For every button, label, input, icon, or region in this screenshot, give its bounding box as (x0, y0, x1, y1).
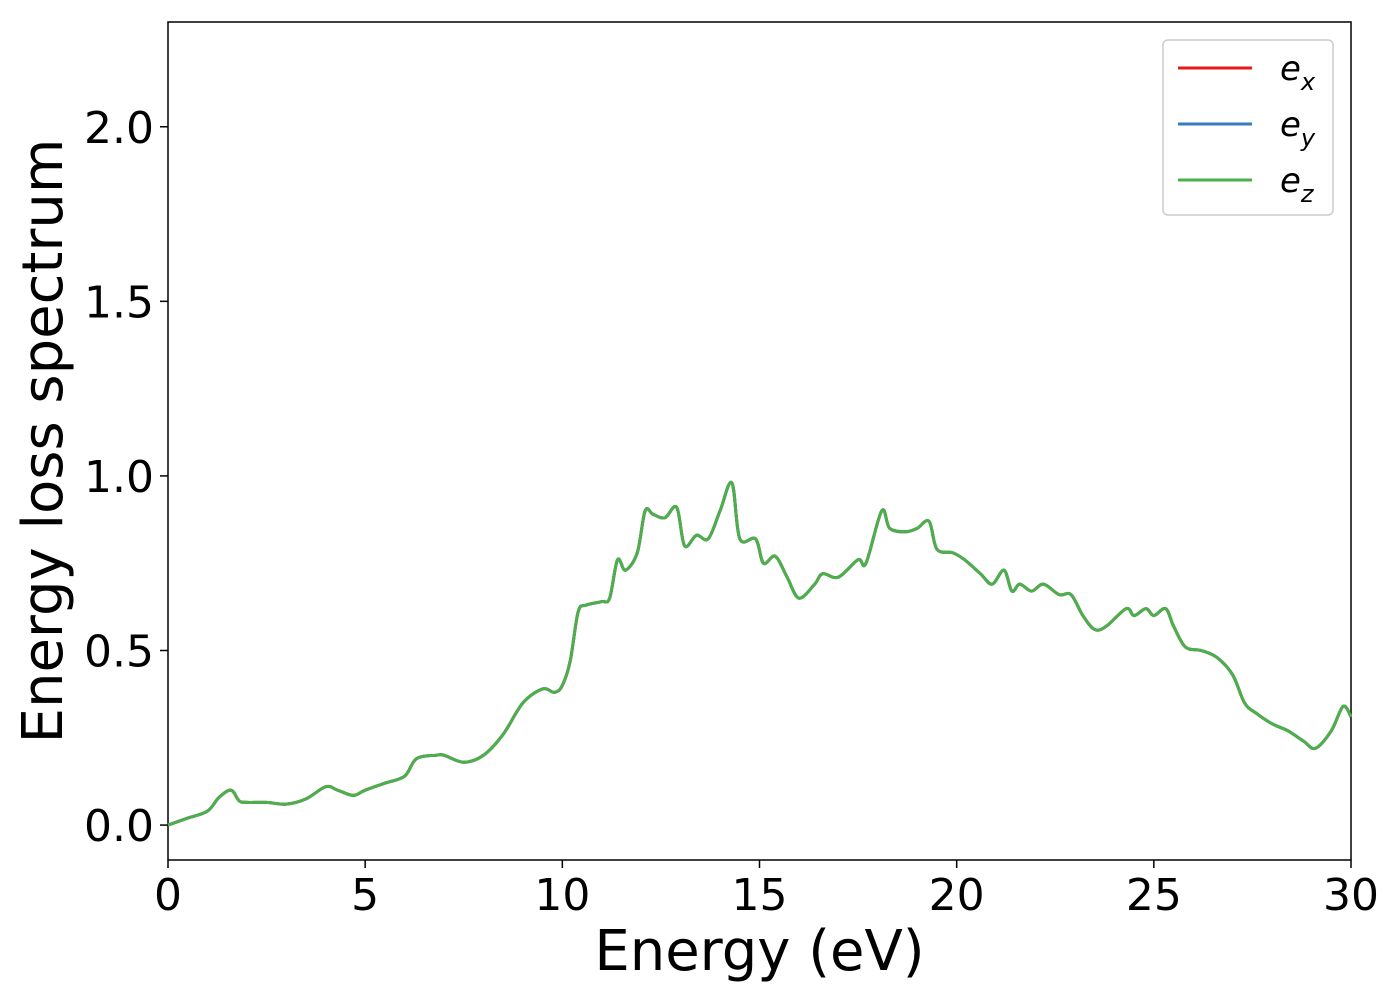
x-tick-label: 30 (1323, 870, 1379, 921)
series-line-ez (167, 480, 1353, 827)
y-tick-label: 2.0 (84, 103, 154, 154)
x-axis-label: Energy (eV) (594, 919, 924, 984)
legend-entry-label: ey (1280, 105, 1316, 152)
series-layer (167, 480, 1353, 827)
series-line-ey (167, 480, 1353, 827)
y-tick-label: 0.5 (84, 627, 154, 678)
y-axis-ticks: 0.0 0.5 1.0 1.5 2.0 (84, 103, 168, 852)
y-tick-label: 1.5 (84, 277, 154, 328)
x-tick-label: 5 (351, 870, 379, 921)
legend-entry-label: ez (1280, 161, 1315, 208)
y-axis-label: Energy loss spectrum (11, 139, 76, 744)
x-tick-label: 25 (1126, 870, 1182, 921)
legend-box (1162, 39, 1334, 216)
x-tick-label: 15 (732, 870, 788, 921)
x-tick-label: 20 (929, 870, 985, 921)
legend: ex ey ez (1162, 39, 1334, 216)
x-axis-ticks: 0 5 10 15 20 25 30 (154, 860, 1379, 921)
y-tick-label: 1.0 (84, 452, 154, 503)
x-tick-label: 0 (154, 870, 182, 921)
y-tick-label: 0.0 (84, 801, 154, 852)
x-tick-label: 10 (534, 870, 590, 921)
legend-entry-label: ex (1280, 49, 1316, 96)
series-line-ex (167, 480, 1353, 827)
